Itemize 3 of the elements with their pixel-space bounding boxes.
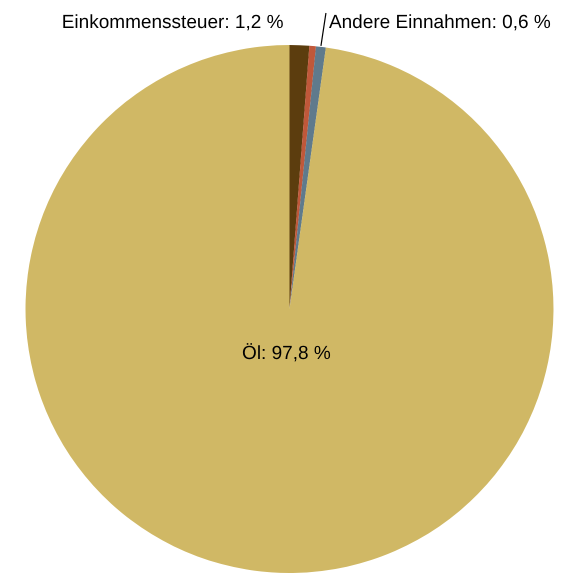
slice-label: Öl: 97,8 % (242, 343, 331, 364)
slice-label: Andere Einnahmen: 0,6 % (328, 12, 551, 34)
slice-label: Einkommenssteuer: 1,2 % (62, 12, 284, 34)
